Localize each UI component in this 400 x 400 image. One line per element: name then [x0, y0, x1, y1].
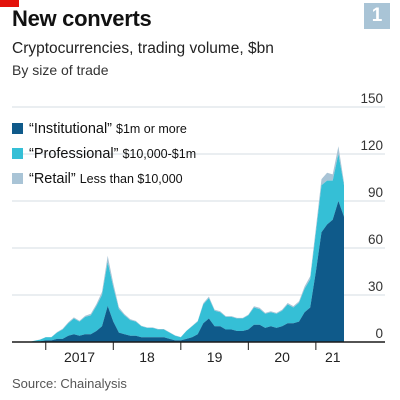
- x-tick-label: 20: [274, 349, 290, 365]
- legend-entry: “Retail” Less than $10,000: [29, 171, 183, 187]
- x-tick-label: 18: [139, 349, 155, 365]
- red-accent-tag: [0, 0, 19, 7]
- chart-title: New converts: [12, 6, 152, 31]
- chart-subtitle: Cryptocurrencies, trading volume, $bn: [12, 40, 274, 57]
- institutional-area: [12, 201, 344, 342]
- source-note: Source: Chainalysis: [12, 376, 127, 391]
- legend-entry: “Institutional” $1m or more: [29, 121, 187, 137]
- y-tick-label: 150: [360, 91, 383, 106]
- institutional-swatch: [12, 123, 23, 134]
- y-tick-label: 0: [375, 326, 383, 341]
- legend-entry: “Professional” $10,000-$1m: [29, 146, 196, 162]
- retail-swatch: [12, 173, 23, 184]
- legend-series-desc: $1m or more: [116, 122, 187, 136]
- y-tick-label: 30: [368, 279, 383, 294]
- y-tick-label: 120: [360, 138, 383, 153]
- x-tick-label: 19: [207, 349, 223, 365]
- y-tick-label: 90: [368, 185, 383, 200]
- x-tick-label: 2017: [64, 349, 95, 365]
- legend-series-name: “Institutional”: [29, 121, 112, 137]
- legend-series-desc: $10,000-$1m: [122, 147, 196, 161]
- chart-subsubtitle: By size of trade: [12, 62, 109, 78]
- x-tick-label: 21: [325, 349, 341, 365]
- professional-swatch: [12, 148, 23, 159]
- chart-number-badge: 1: [364, 3, 390, 29]
- y-tick-label: 60: [368, 232, 383, 247]
- legend-series-name: “Professional”: [29, 146, 119, 162]
- legend-series-name: “Retail”: [29, 171, 76, 187]
- legend-series-desc: Less than $10,000: [80, 172, 183, 186]
